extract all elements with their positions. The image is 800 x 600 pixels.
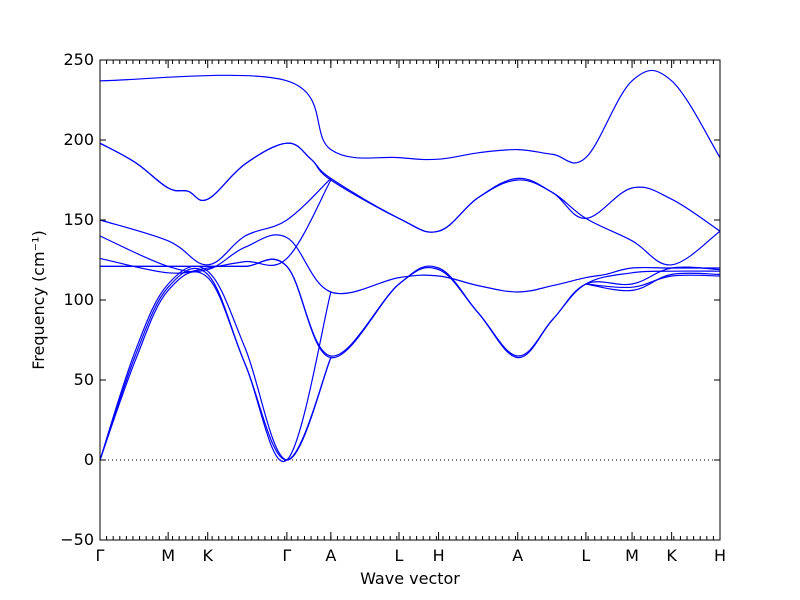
y-axis: −50 0 50 100 150 200 250 — [60, 50, 720, 549]
x-tick-label-1: Γ — [96, 546, 105, 565]
y-tick-label: 100 — [63, 290, 94, 309]
band-line-8 — [100, 258, 721, 357]
x-tick-label-3: K — [202, 546, 213, 565]
x-tick-label-9: L — [581, 546, 590, 565]
y-tick-label: 150 — [63, 210, 94, 229]
x-tick-label-7: H — [433, 546, 445, 565]
x-tick-label-5: A — [325, 546, 336, 565]
y-tick-label: 0 — [84, 450, 94, 469]
band-line-6 — [99, 179, 332, 274]
y-tick-label: 250 — [63, 50, 94, 69]
band-line-10 — [99, 267, 332, 461]
y-tick-label: −50 — [60, 530, 94, 549]
band-line-3 — [99, 142, 721, 266]
band-line-7 — [100, 258, 721, 359]
y-tick-label: 200 — [63, 130, 94, 149]
y-tick-label: 50 — [74, 370, 94, 389]
band-line-4 — [99, 177, 332, 266]
x-tick-label-2: M — [161, 546, 175, 565]
x-tick-label-10: M — [625, 546, 639, 565]
x-axis-label: Wave vector — [360, 569, 460, 588]
x-tick-label-12: H — [714, 546, 726, 565]
plot-frame — [99, 59, 721, 541]
band-line-13 — [585, 272, 721, 292]
x-tick-label-6: L — [395, 546, 404, 565]
x-tick-label-4: Γ — [282, 546, 291, 565]
band-line-1 — [99, 69, 721, 164]
band-line-12 — [585, 274, 721, 289]
plot-area — [99, 59, 721, 541]
y-axis-label: Frequency (cm⁻¹) — [29, 230, 48, 369]
band-line-2 — [99, 142, 721, 233]
band-line-11 — [99, 271, 332, 463]
x-tick-label-11: K — [666, 546, 677, 565]
x-tick-label-8: A — [512, 546, 523, 565]
